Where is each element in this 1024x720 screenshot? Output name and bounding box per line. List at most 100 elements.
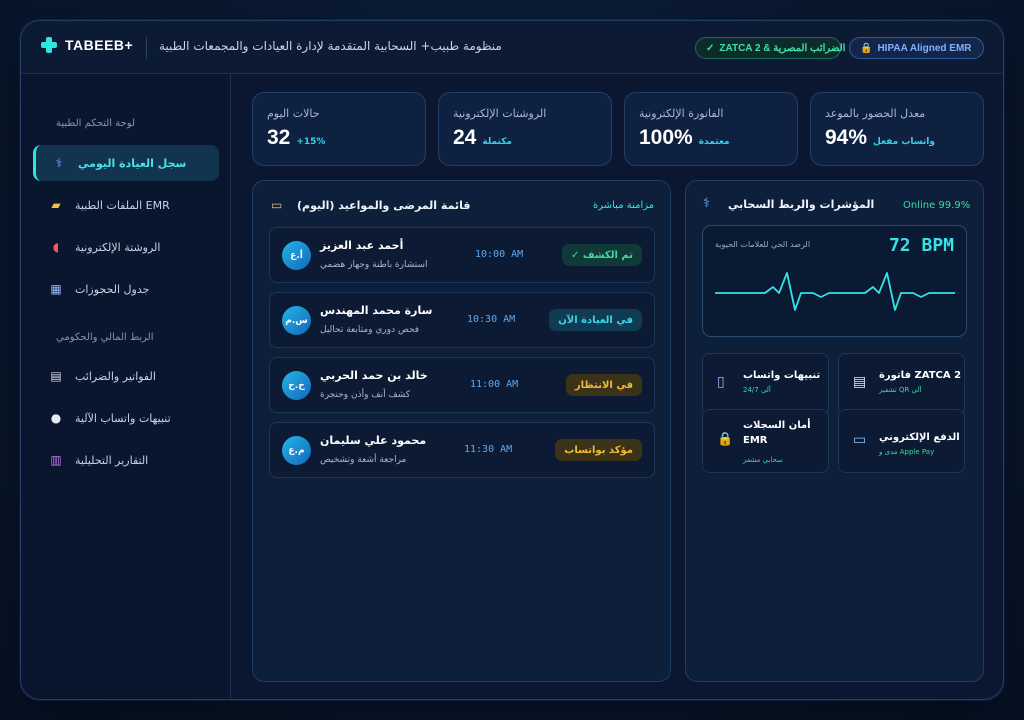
feature-title: تنبيهات واتساب [743, 370, 821, 381]
sidebar-item-label: تنبيهات واتساب الآلية [75, 411, 171, 425]
zatca-badge[interactable]: ✓ ZATCA 2 & الضرائب المصرية [695, 37, 845, 59]
feature-card-payments[interactable]: ▭ الدفع الإلكتروني مدى و Apple Pay [838, 409, 965, 473]
card-icon: ▭ [853, 432, 867, 448]
appointment-time: 10:00 AM [475, 249, 524, 260]
stat-sub: معتمدة [698, 137, 730, 147]
status-badge[interactable]: في الانتظار [565, 374, 642, 396]
feature-card-emr-security[interactable]: 🔒 أمان السجلات EMR سحابي مشفر [702, 409, 829, 473]
feature-title: فاتورة ZATCA 2 [879, 370, 962, 381]
stat-value: 24 [453, 126, 477, 149]
stat-value: 94% [825, 126, 868, 149]
patient-row[interactable]: خ.ح خالد بن حمد الحربي كشف أنف وأذن وحنج… [269, 357, 655, 413]
stat-sub: مكتملة [482, 137, 513, 147]
status-badge[interactable]: مؤكد بواتساب [555, 439, 642, 461]
calendar-icon: ▦ [50, 282, 62, 296]
patient-desc: استشارة باطنة وجهاز هضمي [320, 260, 428, 270]
avatar: خ.ح [282, 371, 311, 400]
sidebar-item-daily-log[interactable]: ⚕ سجل العيادة اليومي [33, 145, 219, 181]
sidebar-section-finance: الربط المالي والحكومي [56, 332, 154, 343]
avatar: أ.ع [282, 241, 311, 270]
stat-card-attendance[interactable]: معدل الحضور بالموعد 94% واتساب مفعل [810, 92, 984, 166]
patient-name: خالد بن حمد الحربي [320, 369, 428, 382]
stat-value: 32 [267, 126, 291, 149]
zatca-badge-label: ZATCA 2 & الضرائب المصرية [719, 42, 846, 54]
stat-card-prescriptions[interactable]: الروشتات الإلكترونية 24 مكتملة [438, 92, 612, 166]
chart-icon: ▥ [50, 453, 62, 467]
medical-cross-icon [41, 37, 57, 53]
stat-label: معدل الحضور بالموعد [825, 107, 926, 120]
top-header: TABEEB+ منظومة طبيب+ السحابية المتقدمة ل… [21, 21, 1003, 74]
stat-label: الفاتورة الإلكترونية [639, 107, 724, 120]
appointment-time: 11:30 AM [464, 444, 513, 455]
sidebar-item-label: التقارير التحليلية [75, 453, 149, 467]
sidebar-section-control: لوحة التحكم الطبية [56, 118, 136, 129]
sidebar-item-prescriptions[interactable]: ◖ الروشتة الإلكترونية [33, 229, 219, 265]
ecg-waveform [715, 272, 955, 311]
receipt-icon: ▤ [853, 374, 867, 390]
sidebar-item-emr[interactable]: ▰ الملفات الطبية EMR [33, 187, 219, 223]
live-sync-label[interactable]: مزامنة مباشرة [593, 200, 655, 211]
stat-card-einvoice[interactable]: الفاتورة الإلكترونية 100% معتمدة [624, 92, 798, 166]
sidebar-item-label: الروشتة الإلكترونية [75, 240, 161, 254]
patient-row[interactable]: م.ع محمود علي سليمان مراجعة أشعة وتشخيص … [269, 422, 655, 478]
sidebar-item-label: الملفات الطبية EMR [75, 198, 170, 212]
chat-bubble-icon: ● [50, 411, 62, 425]
vitals-monitor: 72 BPM الرصد الحي للعلامات الحيوية [702, 225, 967, 337]
sidebar-item-bookings[interactable]: ▦ جدول الحجوزات [33, 271, 219, 307]
stat-sub: واتساب مفعل [873, 137, 935, 147]
brand-logo[interactable]: TABEEB+ [41, 37, 133, 53]
clipboard-icon: ▭ [271, 198, 283, 212]
patients-panel: مزامنة مباشرة قائمة المرضى والمواعيد (ال… [252, 180, 671, 682]
feature-card-whatsapp[interactable]: ▯ تنبيهات واتساب آلي 24/7 [702, 353, 829, 417]
feature-card-zatca[interactable]: ▤ فاتورة ZATCA 2 تشفير QR آلي [838, 353, 965, 417]
stat-label: الروشتات الإلكترونية [453, 107, 547, 120]
feature-title: أمان السجلات EMR [743, 420, 811, 446]
sidebar-item-reports[interactable]: ▥ التقارير التحليلية [33, 442, 219, 478]
appointment-time: 10:30 AM [467, 314, 516, 325]
vitals-label: الرصد الحي للعلامات الحيوية [715, 240, 811, 249]
header-subtitle: منظومة طبيب+ السحابية المتقدمة لإدارة ال… [159, 39, 502, 53]
patient-name: محمود علي سليمان [320, 434, 427, 447]
patient-desc: كشف أنف وأذن وحنجرة [320, 390, 411, 400]
brand-name: TABEEB+ [65, 37, 134, 53]
feature-title: الدفع الإلكتروني [879, 432, 960, 443]
feature-sub: سحابي مشفر [743, 456, 783, 464]
feature-sub: تشفير QR آلي [879, 386, 922, 394]
bpm-readout: 72 BPM [888, 235, 954, 256]
stat-card-today-cases[interactable]: حالات اليوم 32 +15% [252, 92, 426, 166]
patient-name: أحمد عبد العزيز [320, 239, 404, 252]
patients-panel-title: قائمة المرضى والمواعيد (اليوم) [297, 199, 471, 212]
app-window: TABEEB+ منظومة طبيب+ السحابية المتقدمة ل… [20, 20, 1004, 700]
sidebar-item-invoices[interactable]: ▤ الفواتير والضرائب [33, 358, 219, 394]
avatar: م.ع [282, 436, 311, 465]
stethoscope-icon: ⚕ [703, 196, 711, 211]
stethoscope-icon: ⚕ [55, 156, 63, 170]
patient-name: سارة محمد المهندس [320, 304, 433, 317]
header-divider [146, 37, 147, 59]
receipt-icon: ▤ [50, 369, 62, 383]
folder-icon: ▰ [51, 198, 61, 212]
avatar: س.م [282, 306, 311, 335]
lock-icon: 🔒 [860, 42, 873, 54]
sidebar-item-label: سجل العيادة اليومي [78, 156, 187, 170]
patient-desc: فحص دوري ومتابعة تحاليل [320, 325, 420, 335]
cloud-panel: Online 99.9% المؤشرات والربط السحابي ⚕ 7… [685, 180, 984, 682]
patient-row[interactable]: س.م سارة محمد المهندس فحص دوري ومتابعة ت… [269, 292, 655, 348]
lock-icon: 🔒 [717, 432, 734, 447]
status-badge[interactable]: في العيادة الآن [549, 309, 642, 331]
patient-desc: مراجعة أشعة وتشخيص [320, 455, 407, 465]
patient-row[interactable]: أ.ع أحمد عبد العزيز استشارة باطنة وجهاز … [269, 227, 655, 283]
feature-sub: آلي 24/7 [743, 386, 771, 394]
hipaa-badge[interactable]: 🔒 HIPAA Aligned EMR [849, 37, 984, 59]
sidebar-item-label: الفواتير والضرائب [75, 369, 156, 383]
sidebar-item-label: جدول الحجوزات [75, 282, 150, 296]
stat-value: 100% [639, 126, 693, 149]
pill-icon: ◖ [52, 240, 60, 254]
check-icon: ✓ [706, 42, 715, 54]
sidebar-item-whatsapp[interactable]: ● تنبيهات واتساب الآلية [33, 400, 219, 436]
appointment-time: 11:00 AM [470, 379, 519, 390]
sidebar: لوحة التحكم الطبية ⚕ سجل العيادة اليومي … [21, 74, 231, 699]
feature-sub: مدى و Apple Pay [879, 448, 935, 456]
stat-sub: +15% [296, 137, 326, 147]
status-badge[interactable]: ✓ تم الكشف [561, 244, 642, 266]
